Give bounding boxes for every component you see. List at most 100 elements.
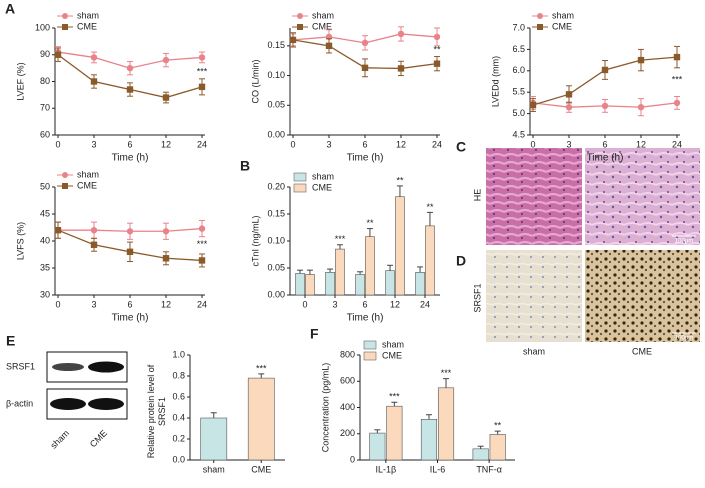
point <box>673 99 681 107</box>
band <box>88 398 124 410</box>
y-tick-label: 0 <box>350 454 355 464</box>
bar <box>395 196 405 296</box>
y-axis-title: CO (L/min) <box>250 59 260 103</box>
legend-label: sham <box>77 169 99 179</box>
scale-label: 100μm <box>675 336 693 342</box>
chart: 4.5 5.0 5.5 6.0 6.5 7.0 0 3 6 12 24 LVEDd (mm) Time … <box>490 10 682 163</box>
point <box>361 39 369 47</box>
row-label: SRSF1 <box>472 283 482 312</box>
y-tick-label: 200 <box>340 428 355 438</box>
annotation: ** <box>494 421 502 431</box>
point <box>637 103 645 111</box>
bar <box>325 272 335 296</box>
y-tick-label: 0.10 <box>267 235 285 245</box>
y-tick-label: 60 <box>40 129 50 139</box>
legend-marker <box>297 24 303 30</box>
bar <box>365 236 375 296</box>
point <box>198 225 206 232</box>
y-tick-label: 80 <box>40 76 50 86</box>
legend-marker <box>297 13 303 19</box>
legend-swatch <box>293 183 307 193</box>
point <box>90 241 98 248</box>
y-axis-title: cTnI (ng/mL) <box>250 215 260 266</box>
point <box>162 255 170 262</box>
histology: C D HE SRSF1 100μm 100μm sham CME <box>456 139 700 356</box>
x-tick-label: 24 <box>672 139 682 149</box>
legend-marker <box>537 13 543 19</box>
point <box>90 78 98 85</box>
y-tick-label: 0.4 <box>172 412 185 422</box>
y-tick-label: 45 <box>40 208 50 218</box>
bar <box>305 274 315 296</box>
annotation: ** <box>366 218 374 228</box>
chart: 0.00 0.05 0.10 0.15 0 3 6 12 24 CO (L/min) Time (h… <box>250 10 442 163</box>
y-axis-title: LVEF (%) <box>15 62 25 100</box>
point <box>433 60 441 67</box>
legend-label: CME <box>382 350 402 360</box>
point <box>126 86 134 93</box>
x-tick-label: 24 <box>197 299 207 309</box>
band-label: SRSF1 <box>6 361 35 371</box>
x-tick-label: 24 <box>197 139 207 149</box>
y-tick-label: 50 <box>40 181 50 191</box>
y-tick-label: 6.0 <box>512 65 525 75</box>
bar <box>355 274 365 296</box>
bar <box>200 417 228 461</box>
legend-label: CME <box>77 180 97 190</box>
x-tick-label: 12 <box>161 299 171 309</box>
bar <box>437 387 455 461</box>
band <box>50 398 86 410</box>
legend-label: sham <box>382 339 404 349</box>
band-label: β-actin <box>6 398 33 408</box>
x-tick-label: 6 <box>127 139 132 149</box>
annotation: *** <box>335 234 346 244</box>
band <box>88 361 124 373</box>
y-tick-label: 0.05 <box>267 262 285 272</box>
y-axis-title: Concentration (pg/mL) <box>320 363 330 453</box>
point <box>529 101 537 109</box>
x-tick-label: IL-1β <box>375 464 396 474</box>
x-tick-label: 12 <box>396 139 406 149</box>
y-tick-label: 0.0 <box>172 454 185 464</box>
chart: A 60 70 80 90 100 0 3 6 12 24 LVEF (%) Time (h) shamC… <box>5 1 208 164</box>
bar <box>369 432 386 461</box>
chart: B 0.00 0.05 0.10 0.15 0.20 0 3 6 12 24 cTnI (ng/mL)… <box>240 158 440 324</box>
y-tick-label: 0.05 <box>267 100 285 110</box>
x-tick-label: 0 <box>530 139 535 149</box>
point <box>433 33 441 41</box>
point <box>90 54 98 61</box>
band <box>52 363 84 371</box>
point <box>673 53 681 61</box>
legend-label: CME <box>312 182 332 192</box>
y-tick-label: 40 <box>40 235 50 245</box>
y-tick-label: 90 <box>40 49 50 59</box>
point <box>162 94 170 101</box>
scale-label: 100μm <box>675 239 693 245</box>
bar <box>385 270 395 296</box>
x-tick-label: IL-6 <box>430 464 446 474</box>
y-axis-title-line: Relative protein level of <box>146 364 156 458</box>
point <box>126 228 134 235</box>
point <box>601 102 609 110</box>
point <box>397 30 405 38</box>
y-axis-title-line: SRSF1 <box>157 397 167 426</box>
x-axis-title: Time (h) <box>587 153 624 164</box>
point <box>198 83 206 91</box>
y-axis-title: Relative protein level ofSRSF1 <box>146 364 167 458</box>
y-tick-label: 400 <box>340 402 355 412</box>
panel-label: D <box>456 253 466 269</box>
panel-label: F <box>310 326 319 342</box>
x-tick-label: 3 <box>332 299 337 309</box>
x-tick-label: 6 <box>127 299 132 309</box>
bar <box>295 273 305 296</box>
point <box>397 65 405 72</box>
x-tick-label: 24 <box>432 139 442 149</box>
y-tick-label: 0.00 <box>267 289 285 299</box>
point <box>637 56 645 64</box>
y-tick-label: 30 <box>40 289 50 299</box>
x-tick-label: 0 <box>290 139 295 149</box>
point <box>162 228 170 235</box>
point <box>198 54 206 61</box>
y-tick-label: 0.2 <box>172 433 185 443</box>
y-axis-title: LVFS (%) <box>15 222 25 260</box>
